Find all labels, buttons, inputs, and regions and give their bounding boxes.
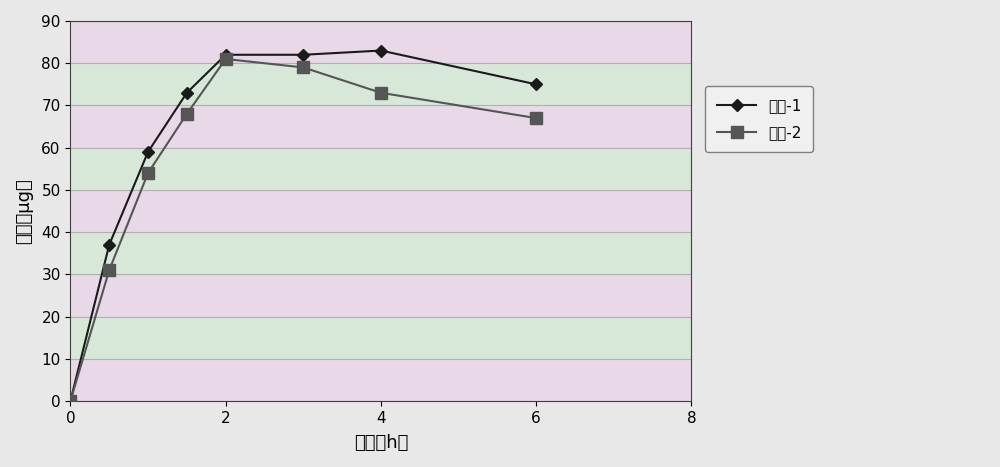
Line: 自制-1: 自制-1 <box>66 46 540 405</box>
自制-2 <box>181 111 193 117</box>
自制-2 <box>142 170 154 176</box>
自制-2 <box>375 90 387 96</box>
Bar <box>70 317 691 359</box>
Bar <box>70 274 691 317</box>
Bar <box>70 190 691 232</box>
Bar <box>70 106 691 148</box>
自制-2 <box>530 115 542 121</box>
自制-1 <box>181 90 193 96</box>
Legend: 自制-1, 自制-2: 自制-1, 自制-2 <box>705 85 813 152</box>
自制-1 <box>375 48 387 53</box>
Bar <box>70 359 691 401</box>
自制-1 <box>142 149 154 155</box>
Bar <box>70 148 691 190</box>
自制-1 <box>220 52 232 57</box>
自制-1 <box>103 242 115 248</box>
Y-axis label: 药量（μg）: 药量（μg） <box>15 178 33 244</box>
Bar <box>70 232 691 274</box>
自制-1 <box>64 398 76 404</box>
自制-2 <box>297 64 309 70</box>
Line: 自制-2: 自制-2 <box>65 53 542 406</box>
X-axis label: 时间（h）: 时间（h） <box>354 434 408 452</box>
Bar <box>70 63 691 106</box>
自制-2 <box>64 398 76 404</box>
自制-1 <box>530 82 542 87</box>
自制-2 <box>220 56 232 62</box>
自制-1 <box>297 52 309 57</box>
自制-2 <box>103 267 115 273</box>
Bar <box>70 21 691 63</box>
